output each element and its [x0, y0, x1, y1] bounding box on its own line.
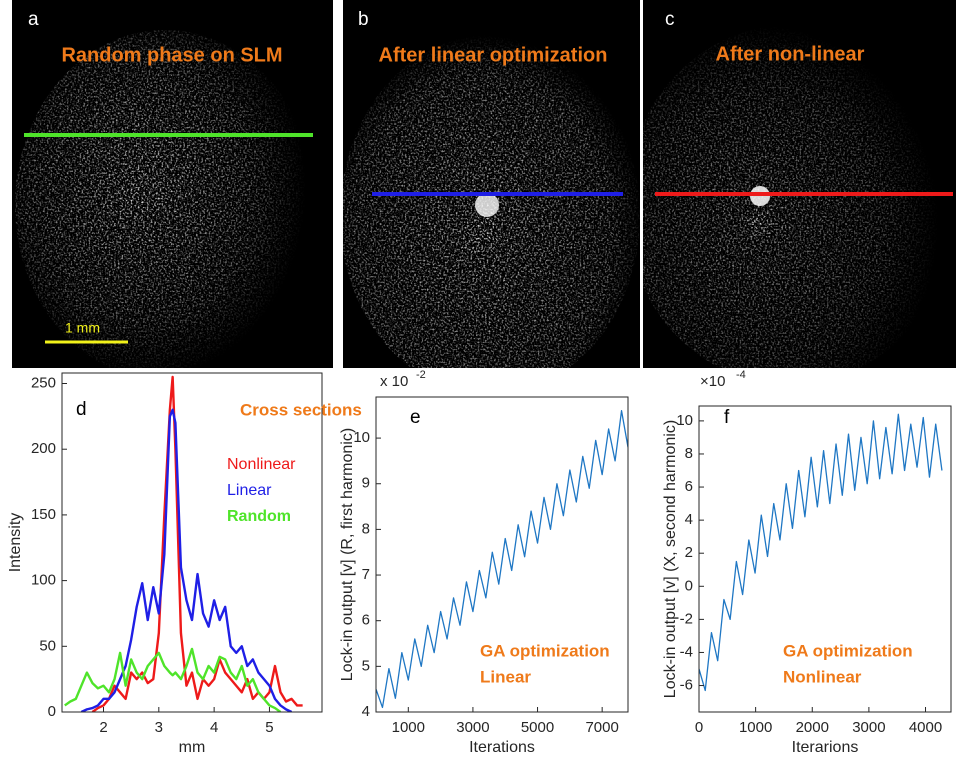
y-axis-label: Lock-in output [v] (X, second harmonic) [662, 420, 679, 698]
legend-entry: Random [227, 508, 291, 525]
y-tick-label: -4 [680, 643, 693, 660]
y-tick-label: -2 [680, 610, 693, 627]
x-tick-label: 3000 [852, 719, 885, 736]
x-tick-label: 7000 [585, 719, 618, 736]
x-tick-label: 3000 [456, 719, 489, 736]
y-tick-label: 50 [39, 637, 56, 654]
exponent-base: x 10 [380, 373, 408, 390]
panel-letter: e [410, 407, 421, 428]
x-tick-label: 5 [265, 719, 273, 736]
y-tick-label: 0 [685, 577, 693, 594]
y-tick-label: 8 [362, 520, 370, 537]
x-tick-label: 4000 [909, 719, 942, 736]
y-tick-label: 4 [685, 511, 693, 528]
speckle [12, 0, 333, 368]
speckle [643, 0, 956, 368]
annotation: Cross sections [240, 400, 362, 419]
annotation: Nonlinear [783, 667, 862, 686]
y-tick-label: 6 [685, 478, 693, 495]
legend-entry: Nonlinear [227, 456, 296, 473]
x-tick-label: 1000 [392, 719, 425, 736]
panel-letter: d [76, 399, 87, 420]
y-tick-label: 6 [362, 612, 370, 629]
panel-title: After non-linear [716, 43, 865, 65]
exponent-base: ×10 [700, 373, 725, 390]
y-axis-label: Intensity [7, 513, 24, 573]
y-tick-label: 2 [685, 544, 693, 561]
x-tick-label: 2 [99, 719, 107, 736]
x-tick-label: 3 [155, 719, 163, 736]
data-line [699, 413, 943, 692]
data-line [91, 375, 303, 712]
y-axis-label: Lock-in output [v] (R, first harmonic) [339, 428, 356, 681]
y-tick-label: 100 [31, 572, 56, 589]
panel-title: Random phase on SLM [61, 44, 282, 66]
y-tick-label: 8 [685, 445, 693, 462]
annotation: GA optimization [480, 641, 610, 660]
y-tick-label: -6 [680, 677, 693, 694]
y-tick-label: 150 [31, 506, 56, 523]
y-tick-label: 5 [362, 657, 370, 674]
axes-box [698, 405, 952, 713]
x-tick-label: 4 [210, 719, 218, 736]
legend-entry: Linear [227, 482, 272, 499]
data-line [376, 410, 628, 709]
y-tick-label: 10 [353, 429, 370, 446]
panel-letter: c [665, 9, 675, 30]
data-line [80, 408, 293, 712]
panel-title: After linear optimization [379, 44, 608, 66]
panel-letter: a [28, 9, 39, 30]
x-tick-label: 1000 [739, 719, 772, 736]
panel-letter: b [358, 9, 369, 30]
axes-box [375, 396, 629, 713]
panel-letter: f [724, 407, 730, 428]
x-tick-label: 5000 [521, 719, 554, 736]
scale-label: 1 mm [65, 320, 100, 336]
annotation: GA optimization [783, 641, 913, 660]
x-tick-label: 2000 [796, 719, 829, 736]
y-tick-label: 7 [362, 566, 370, 583]
x-tick-label: 0 [695, 719, 703, 736]
exponent: -2 [416, 369, 426, 381]
axes-box [61, 372, 323, 713]
exponent: -4 [736, 369, 746, 381]
annotation: Linear [480, 667, 531, 686]
focus-spot [475, 193, 499, 217]
y-tick-label: 200 [31, 440, 56, 457]
x-axis-label: Iterarions [792, 739, 859, 756]
y-tick-label: 4 [362, 703, 370, 720]
y-tick-label: 250 [31, 374, 56, 391]
y-tick-label: 10 [676, 412, 693, 429]
data-line [64, 647, 282, 712]
y-tick-label: 0 [48, 703, 56, 720]
speckle [343, 0, 640, 368]
x-axis-label: Iterations [469, 739, 535, 756]
y-tick-label: 9 [362, 475, 370, 492]
x-axis-label: mm [179, 739, 206, 756]
